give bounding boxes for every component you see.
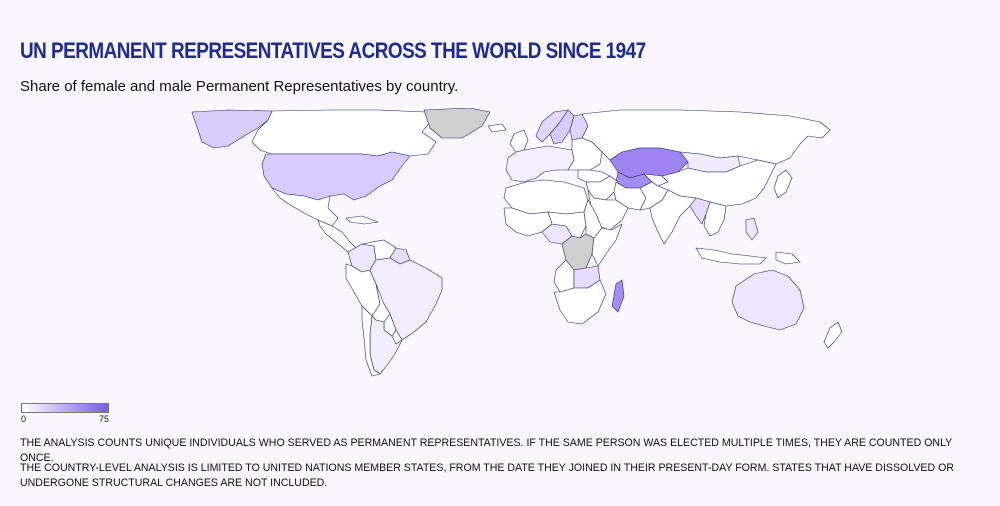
page-subtitle: Share of female and male Permanent Repre…: [20, 78, 459, 95]
country-north-africa[interactable]: [503, 179, 589, 215]
country-canada[interactable]: [251, 109, 437, 157]
page-title: UN PERMANENT REPRESENTATIVES ACROSS THE …: [20, 38, 646, 63]
country-iceland[interactable]: [487, 123, 507, 133]
country-mexico[interactable]: [271, 187, 339, 227]
world-map: [191, 108, 843, 377]
methodology-note-2: THE COUNTRY-LEVEL ANALYSIS IS LIMITED TO…: [20, 462, 954, 489]
country-east-africa[interactable]: [591, 223, 623, 267]
legend-gradient: [21, 403, 109, 413]
country-cuba[interactable]: [345, 215, 379, 225]
country-japan[interactable]: [773, 169, 793, 199]
country-russia[interactable]: [581, 109, 831, 165]
country-central-america[interactable]: [317, 219, 357, 253]
country-southern-africa[interactable]: [553, 279, 607, 325]
country-southeast-asia[interactable]: [703, 201, 727, 237]
country-pakistan[interactable]: [639, 181, 669, 211]
country-greenland[interactable]: [423, 108, 491, 139]
country-uk-ireland[interactable]: [509, 129, 529, 153]
country-myanmar[interactable]: [689, 197, 711, 225]
country-madagascar[interactable]: [611, 279, 625, 313]
country-chile[interactable]: [361, 305, 381, 377]
country-alaska[interactable]: [191, 109, 273, 149]
country-philippines[interactable]: [745, 217, 759, 241]
country-indonesia[interactable]: [695, 247, 767, 265]
methodology-note-1: THE ANALYSIS COUNTS UNIQUE INDIVIDUALS W…: [20, 437, 953, 464]
color-legend: 0 75: [21, 403, 109, 425]
legend-max-label: 75: [98, 414, 109, 424]
country-australia[interactable]: [731, 269, 805, 331]
country-new-zealand[interactable]: [823, 321, 843, 349]
country-united-states[interactable]: [261, 151, 411, 201]
legend-min-label: 0: [21, 414, 27, 424]
country-uruguay[interactable]: [391, 329, 403, 345]
country-papua-new-guinea[interactable]: [775, 251, 801, 265]
